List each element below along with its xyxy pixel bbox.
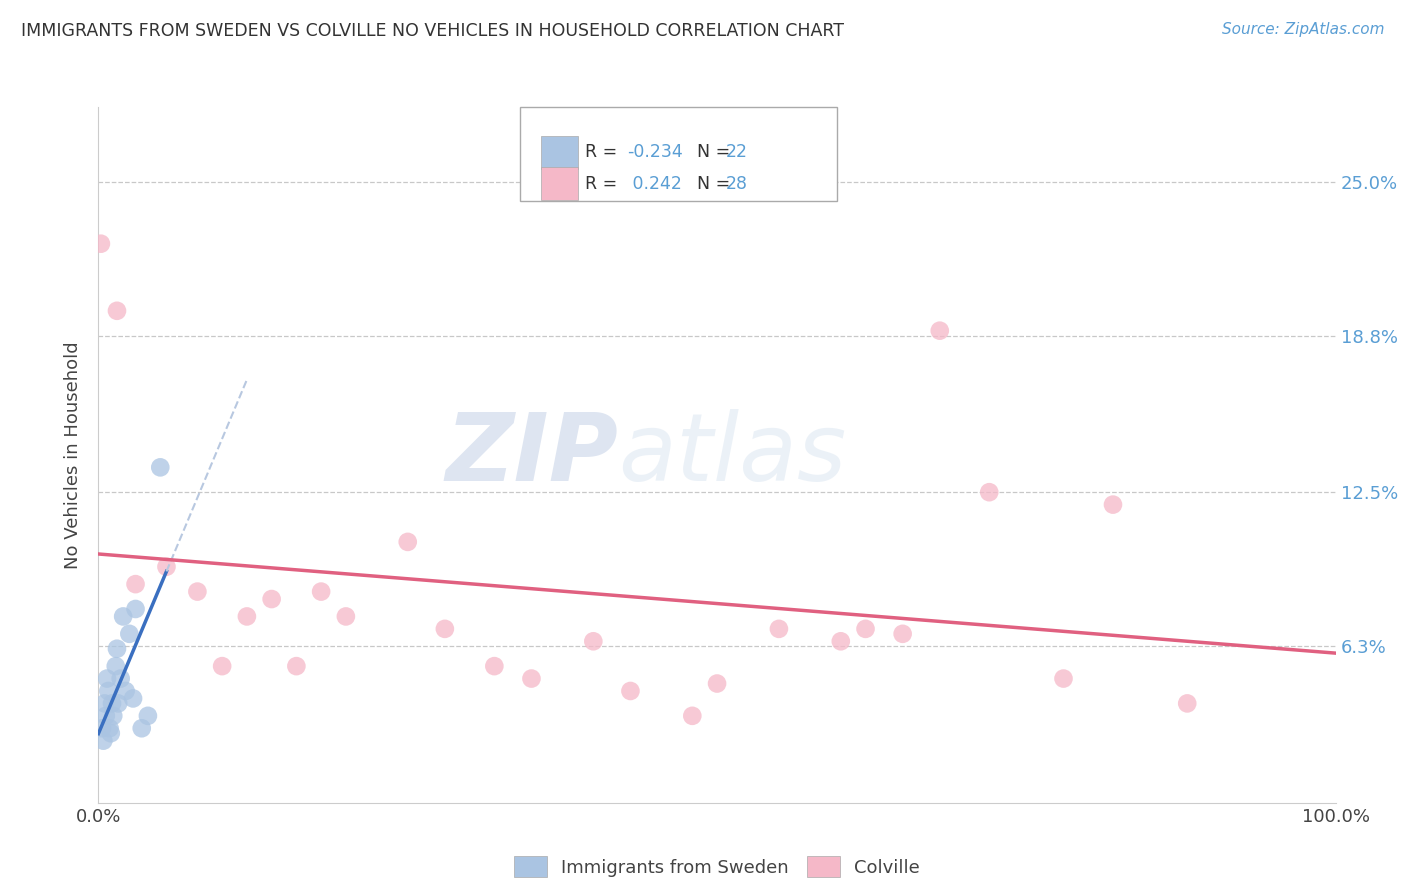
Point: [107, 697, 129, 711]
Point: [706, 676, 728, 690]
Point: [433, 622, 456, 636]
Point: [136, 708, 159, 723]
Point: [681, 708, 703, 723]
Point: [118, 627, 141, 641]
Point: [93, 733, 115, 747]
Text: R =: R =: [585, 144, 623, 161]
Point: [236, 609, 259, 624]
Point: [1175, 697, 1198, 711]
Point: [124, 577, 146, 591]
Text: ZIP: ZIP: [446, 409, 619, 501]
Text: IMMIGRANTS FROM SWEDEN VS COLVILLE NO VEHICLES IN HOUSEHOLD CORRELATION CHART: IMMIGRANTS FROM SWEDEN VS COLVILLE NO VE…: [21, 22, 844, 40]
Point: [260, 592, 283, 607]
Point: [94, 708, 117, 723]
Point: [100, 726, 122, 740]
Point: [103, 708, 125, 723]
Point: [582, 634, 605, 648]
Text: N =: N =: [686, 175, 735, 193]
Point: [114, 684, 136, 698]
Point: [1102, 498, 1125, 512]
Point: [396, 535, 419, 549]
Point: [101, 697, 124, 711]
Y-axis label: No Vehicles in Household: No Vehicles in Household: [65, 341, 83, 569]
Point: [112, 609, 135, 624]
Point: [855, 622, 877, 636]
Point: [98, 721, 121, 735]
Point: [186, 584, 208, 599]
Point: [891, 627, 914, 641]
Text: 22: 22: [725, 144, 748, 161]
Legend: Immigrants from Sweden, Colville: Immigrants from Sweden, Colville: [508, 849, 927, 884]
Point: [309, 584, 332, 599]
Text: atlas: atlas: [619, 409, 846, 500]
Point: [149, 460, 172, 475]
Point: [96, 672, 118, 686]
Text: R =: R =: [585, 175, 623, 193]
Point: [335, 609, 357, 624]
Point: [105, 303, 128, 318]
Point: [520, 672, 543, 686]
Point: [619, 684, 641, 698]
Text: 0.242: 0.242: [627, 175, 682, 193]
Point: [285, 659, 308, 673]
Point: [90, 236, 112, 251]
Point: [110, 672, 132, 686]
Point: [928, 324, 950, 338]
Point: [979, 485, 1001, 500]
Point: [830, 634, 852, 648]
Point: [1052, 672, 1074, 686]
Text: 28: 28: [725, 175, 748, 193]
Point: [93, 697, 115, 711]
Point: [91, 721, 114, 735]
Point: [768, 622, 790, 636]
Point: [122, 691, 145, 706]
Text: Source: ZipAtlas.com: Source: ZipAtlas.com: [1222, 22, 1385, 37]
Point: [484, 659, 506, 673]
Text: N =: N =: [686, 144, 735, 161]
Point: [104, 659, 127, 673]
Point: [97, 684, 120, 698]
Point: [124, 602, 146, 616]
Point: [211, 659, 233, 673]
Point: [105, 641, 128, 656]
Text: -0.234: -0.234: [627, 144, 683, 161]
Point: [131, 721, 153, 735]
Point: [155, 559, 177, 574]
